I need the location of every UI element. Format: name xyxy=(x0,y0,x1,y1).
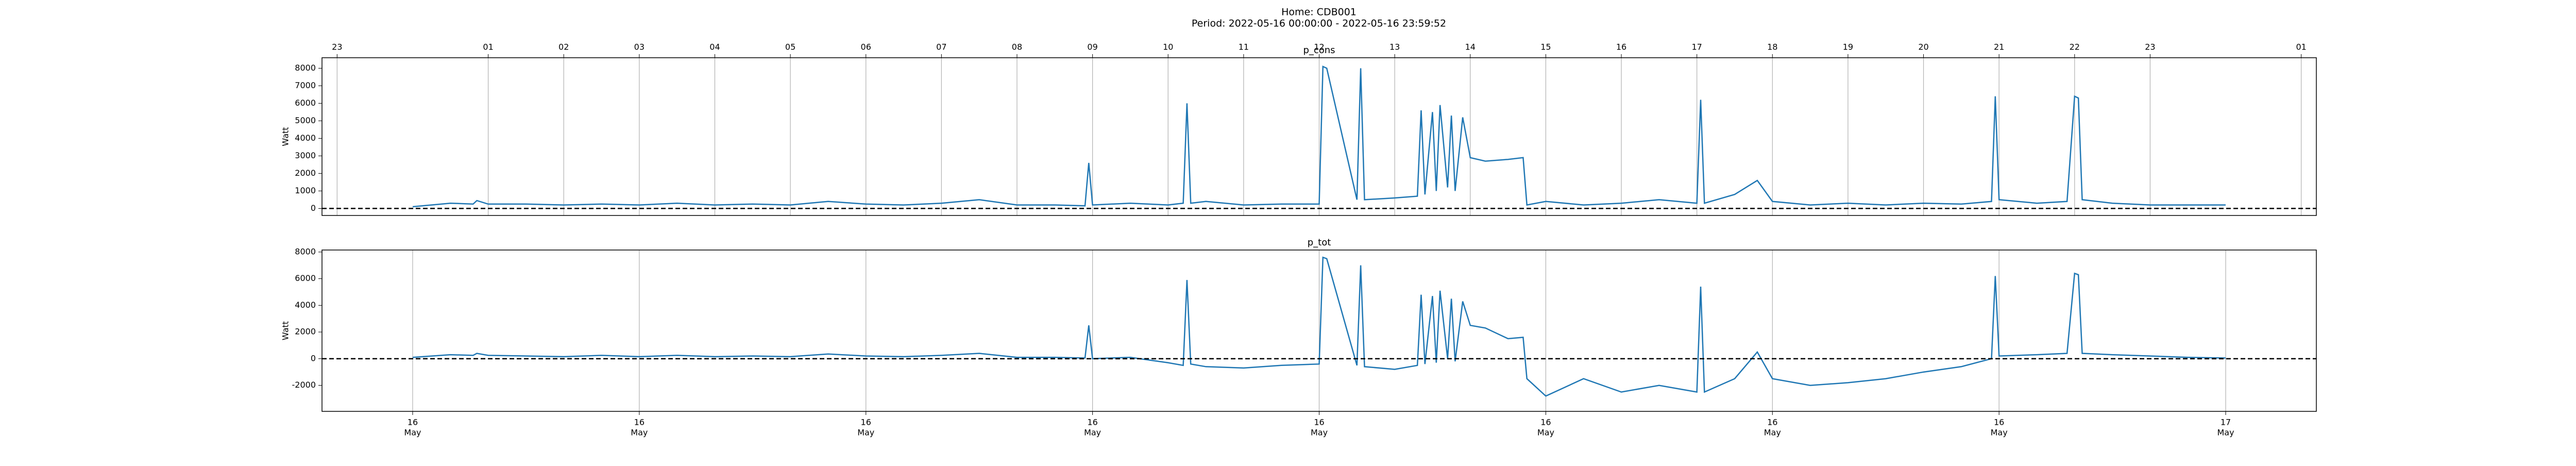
y-axis-label: Watt xyxy=(281,127,291,146)
y-tick-label: -2000 xyxy=(292,380,316,390)
x-tick-sublabel: May xyxy=(631,428,648,438)
x-tick-label: 16 xyxy=(1314,418,1324,427)
y-tick-label: 2000 xyxy=(295,168,316,178)
x-tick-label: 16 xyxy=(1994,418,2004,427)
x-tick-label: 05 xyxy=(785,42,795,52)
y-tick-label: 8000 xyxy=(295,63,316,73)
x-tick-label: 16 xyxy=(1540,418,1551,427)
x-tick-sublabel: May xyxy=(1311,428,1328,438)
x-tick-label: 23 xyxy=(332,42,342,52)
y-tick-label: 0 xyxy=(311,203,316,213)
axes-title: p_cons xyxy=(1303,45,1335,56)
x-tick-sublabel: May xyxy=(1537,428,1554,438)
x-tick-label: 19 xyxy=(1843,42,1853,52)
x-tick-label: 16 xyxy=(1087,418,1097,427)
x-tick-label: 14 xyxy=(1465,42,1476,52)
x-tick-label: 21 xyxy=(1994,42,2004,52)
figure-subtitle: Period: 2022-05-16 00:00:00 - 2022-05-16… xyxy=(1192,18,1446,29)
x-tick-sublabel: May xyxy=(857,428,874,438)
figure-title: Home: CDB001 xyxy=(1281,7,1357,18)
y-tick-label: 6000 xyxy=(295,273,316,283)
x-tick-label: 16 xyxy=(1616,42,1626,52)
y-tick-label: 8000 xyxy=(295,246,316,256)
x-tick-label: 16 xyxy=(408,418,418,427)
x-tick-label: 03 xyxy=(634,42,645,52)
x-tick-sublabel: May xyxy=(1991,428,2008,438)
y-tick-label: 4000 xyxy=(295,300,316,310)
y-tick-label: 0 xyxy=(311,353,316,363)
y-tick-label: 5000 xyxy=(295,115,316,125)
x-tick-sublabel: May xyxy=(404,428,421,438)
x-tick-sublabel: May xyxy=(2217,428,2234,438)
x-tick-label: 13 xyxy=(1389,42,1400,52)
axes-title: p_tot xyxy=(1308,237,1331,248)
axes-frame xyxy=(321,249,2317,412)
x-tick-label: 15 xyxy=(1540,42,1551,52)
x-tick-label: 23 xyxy=(2145,42,2155,52)
series-line xyxy=(412,256,2226,397)
x-tick-label: 04 xyxy=(709,42,720,52)
y-tick-label: 2000 xyxy=(295,327,316,337)
x-tick-label: 16 xyxy=(861,418,871,427)
x-tick-sublabel: May xyxy=(1084,428,1101,438)
x-tick-label: 22 xyxy=(2070,42,2080,52)
y-tick-label: 6000 xyxy=(295,98,316,108)
x-tick-label: 10 xyxy=(1163,42,1173,52)
axes-frame xyxy=(321,57,2317,216)
x-tick-label: 01 xyxy=(2296,42,2306,52)
x-tick-label: 11 xyxy=(1239,42,1249,52)
x-tick-label: 17 xyxy=(1691,42,1702,52)
y-tick-label: 7000 xyxy=(295,80,316,90)
x-tick-label: 01 xyxy=(483,42,493,52)
x-tick-label: 02 xyxy=(558,42,569,52)
x-tick-sublabel: May xyxy=(1764,428,1781,438)
x-tick-label: 17 xyxy=(2221,418,2231,427)
x-tick-label: 08 xyxy=(1012,42,1022,52)
x-tick-label: 12 xyxy=(1314,42,1324,52)
x-tick-label: 06 xyxy=(861,42,871,52)
series-line xyxy=(412,65,2226,208)
x-tick-label: 16 xyxy=(634,418,645,427)
y-axis-label: Watt xyxy=(281,321,291,340)
y-tick-label: 4000 xyxy=(295,133,316,143)
x-tick-label: 20 xyxy=(1918,42,1928,52)
x-tick-label: 07 xyxy=(936,42,946,52)
y-tick-label: 3000 xyxy=(295,151,316,160)
x-tick-label: 16 xyxy=(1767,418,1777,427)
x-tick-label: 09 xyxy=(1087,42,1097,52)
x-tick-label: 18 xyxy=(1767,42,1777,52)
y-tick-label: 1000 xyxy=(295,186,316,195)
